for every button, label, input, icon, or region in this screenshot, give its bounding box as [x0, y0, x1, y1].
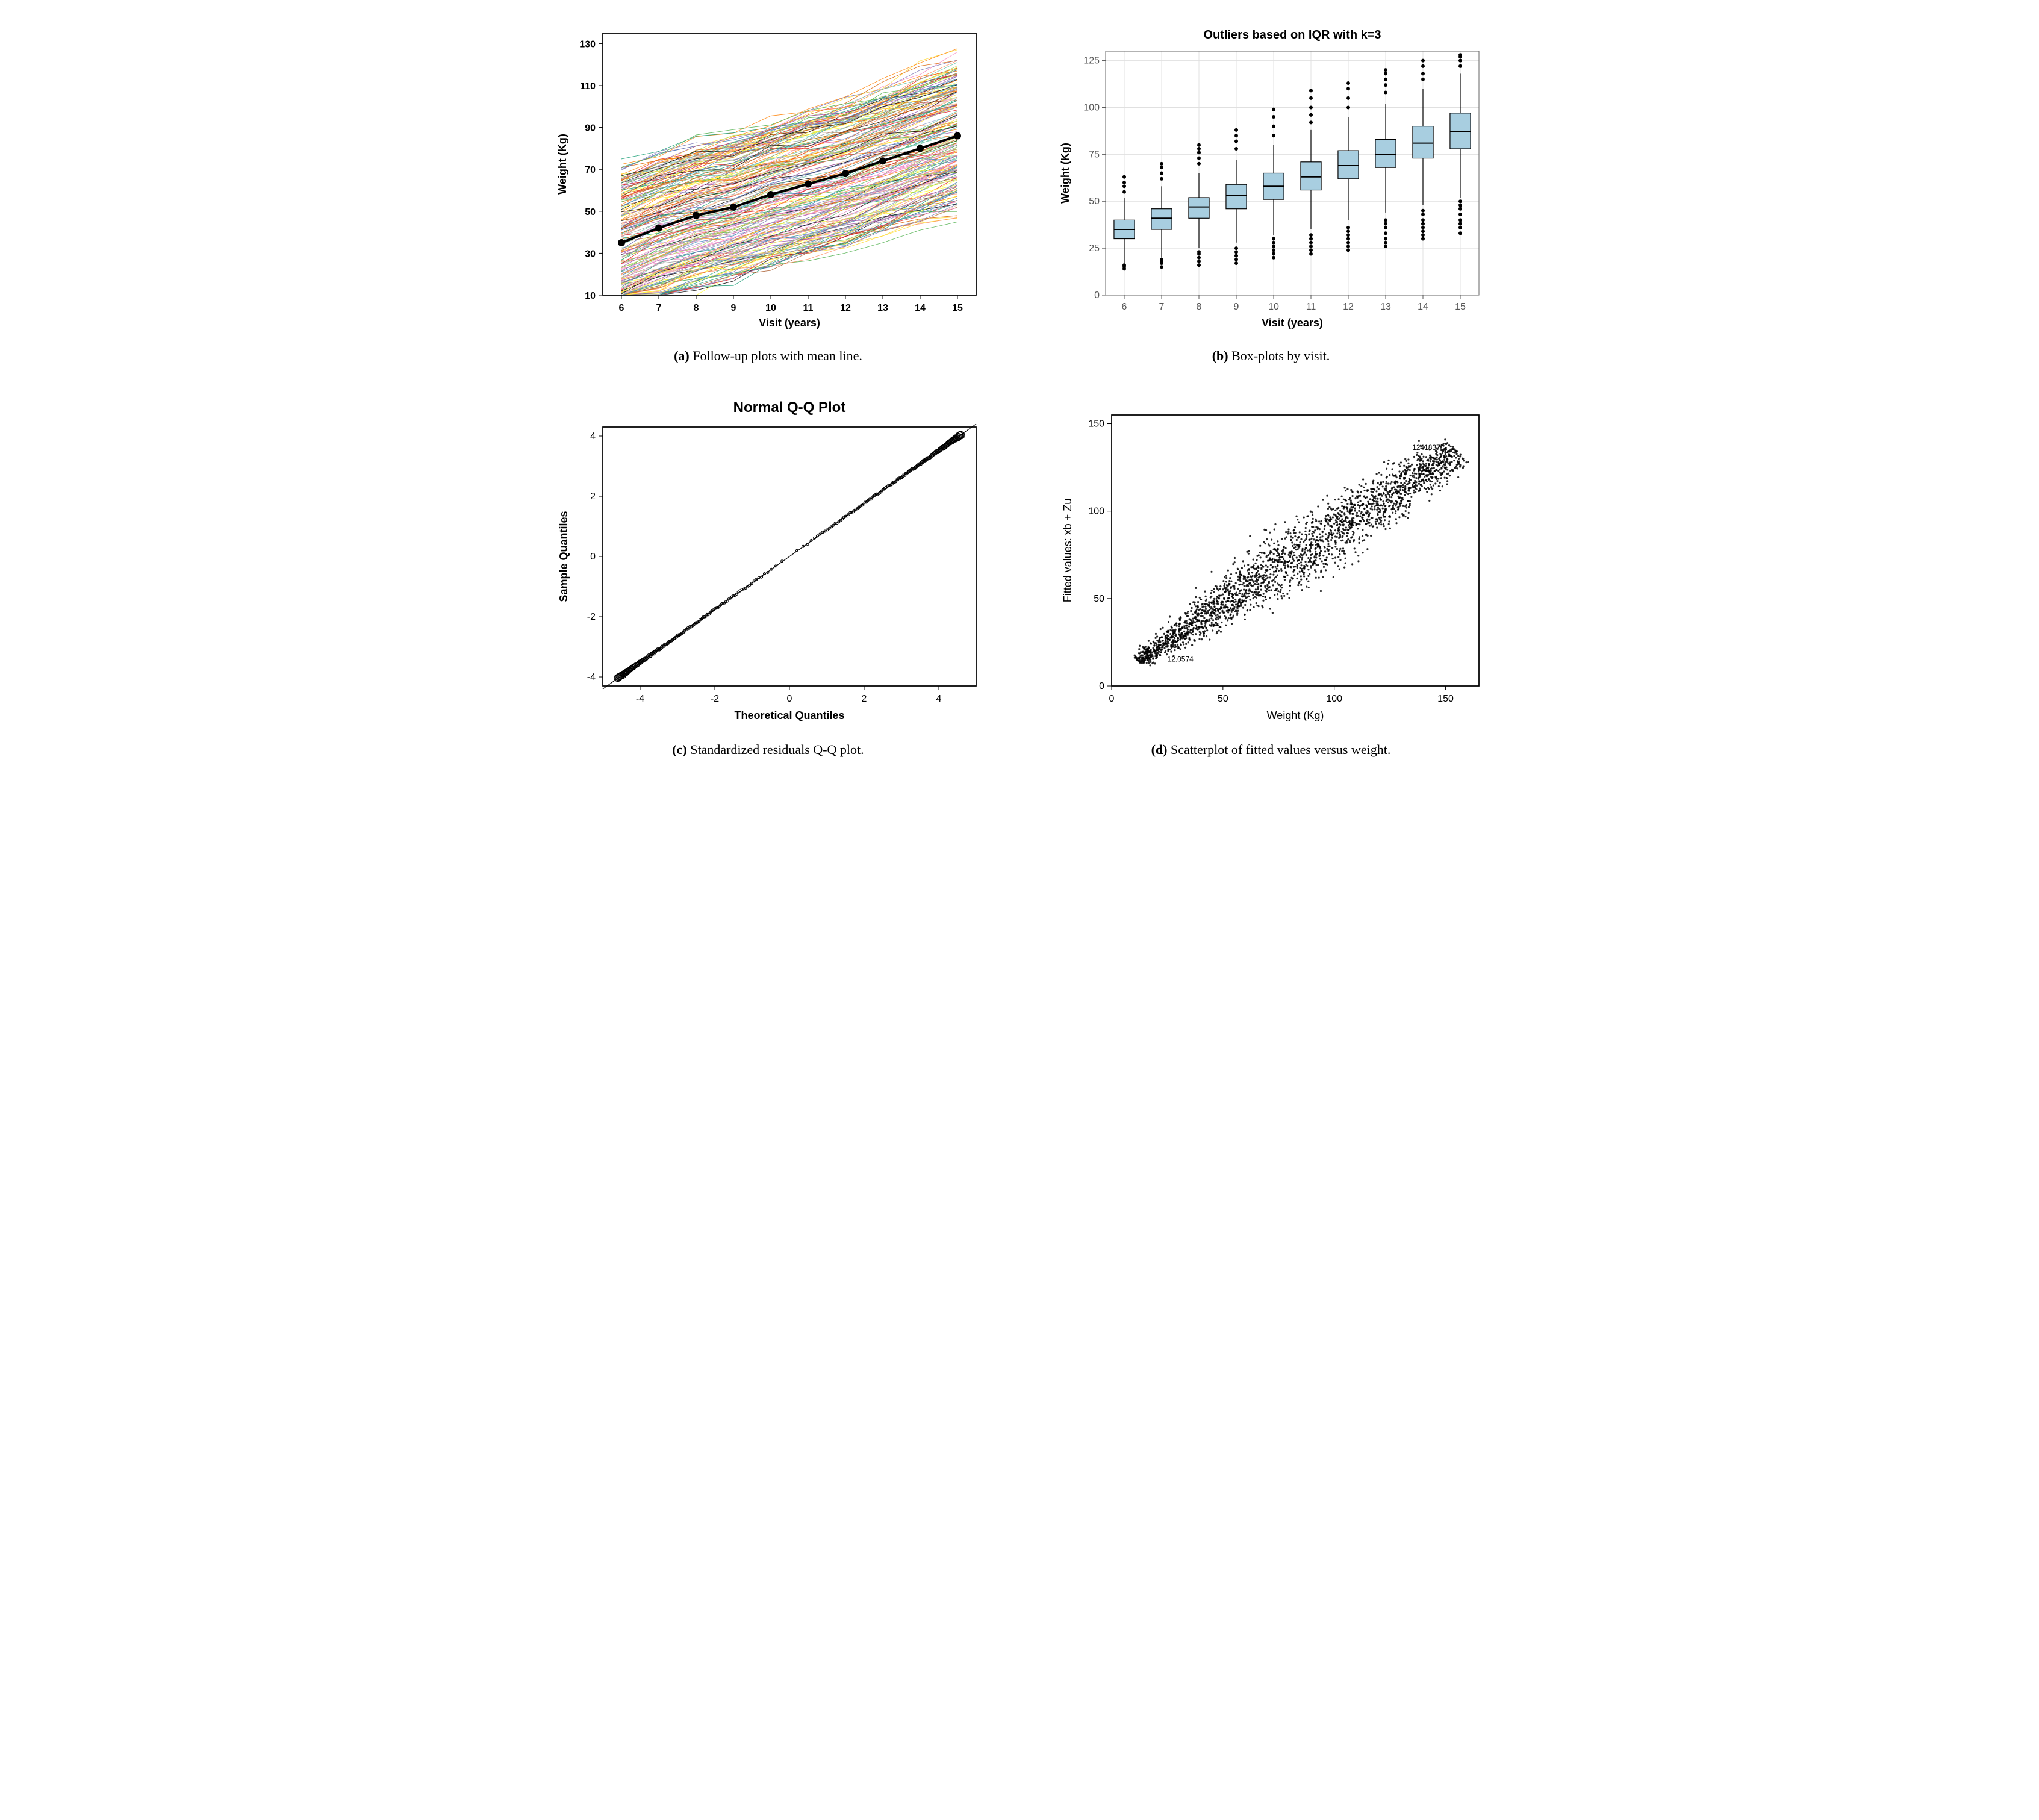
svg-text:2: 2 [861, 694, 867, 704]
svg-text:9: 9 [730, 303, 736, 313]
svg-text:Weight (Kg): Weight (Kg) [1266, 709, 1324, 721]
svg-text:7: 7 [656, 303, 661, 313]
svg-text:14: 14 [1418, 302, 1428, 312]
svg-text:150: 150 [1437, 694, 1454, 704]
svg-text:0: 0 [590, 552, 596, 562]
svg-text:6: 6 [618, 303, 624, 313]
svg-text:13: 13 [877, 303, 888, 313]
panel-b: Outliers based on IQR with k=3 6 7 8 9 10 11 12… [1041, 24, 1501, 364]
svg-text:11: 11 [1306, 302, 1316, 312]
svg-text:Sample Quantiles: Sample Quantiles [558, 511, 570, 602]
svg-text:Normal Q-Q Plot: Normal Q-Q Plot [733, 399, 845, 416]
svg-text:130: 130 [579, 39, 596, 49]
panel-b-caption: (b) Box-plots by visit. [1212, 348, 1330, 364]
svg-text:-2: -2 [587, 612, 595, 622]
svg-text:8: 8 [693, 303, 699, 313]
svg-text:75: 75 [1089, 149, 1100, 160]
svg-text:-4: -4 [587, 672, 595, 682]
svg-text:10: 10 [1268, 302, 1279, 312]
svg-text:Visit (years): Visit (years) [759, 317, 820, 329]
panel-a-caption-text: Follow-up plots with mean line. [693, 348, 862, 363]
svg-text:100: 100 [1083, 102, 1100, 113]
panel-d-chart: 1241837 12.0574 0 50 100 150 0 50 100 150 Weight (… [1054, 394, 1488, 731]
panel-b-chart: Outliers based on IQR with k=3 6 7 8 9 10 11 12… [1054, 24, 1488, 337]
svg-text:12.0574: 12.0574 [1167, 655, 1194, 663]
svg-text:0: 0 [1109, 694, 1114, 704]
svg-text:Weight (Kg): Weight (Kg) [556, 134, 568, 195]
svg-text:50: 50 [1089, 196, 1100, 207]
svg-text:-4: -4 [635, 694, 644, 704]
panel-c-chart: Normal Q-Q Plot -4 -2 0 2 4 -4 -2 0 2 4 Theoretical… [552, 394, 985, 731]
svg-text:11: 11 [803, 303, 813, 313]
svg-text:Weight (Kg): Weight (Kg) [1059, 143, 1071, 204]
svg-text:90: 90 [585, 123, 596, 134]
panel-a-caption: (a) Follow-up plots with mean line. [674, 348, 862, 364]
svg-text:25: 25 [1089, 243, 1100, 254]
panel-a-chart: 6 7 8 9 10 11 12 13 14 15 10 30 50 70 90 110 130 Visit (y… [552, 24, 985, 337]
svg-text:0: 0 [1099, 681, 1104, 691]
svg-text:8: 8 [1196, 302, 1201, 312]
svg-text:10: 10 [765, 303, 776, 313]
svg-text:10: 10 [585, 291, 596, 301]
svg-text:6: 6 [1121, 302, 1127, 312]
panel-d-caption: (d) Scatterplot of fitted values versus … [1151, 742, 1391, 758]
panel-d: 1241837 12.0574 0 50 100 150 0 50 100 150 Weight (… [1041, 394, 1501, 758]
svg-text:50: 50 [1217, 694, 1228, 704]
svg-text:Outliers based on IQR with k=3: Outliers based on IQR with k=3 [1203, 28, 1381, 42]
svg-text:30: 30 [585, 249, 596, 259]
figure-grid: 67891011121314151030507090110130Visit (y… [538, 24, 1501, 758]
svg-text:1241837: 1241837 [1412, 443, 1440, 452]
svg-text:125: 125 [1083, 56, 1100, 66]
svg-text:12: 12 [840, 303, 851, 313]
svg-text:150: 150 [1088, 419, 1104, 429]
panel-c: Normal Q-Q Plot -4 -2 0 2 4 -4 -2 0 2 4 Theoretical… [538, 394, 998, 758]
svg-text:50: 50 [1094, 594, 1104, 604]
svg-text:15: 15 [1455, 302, 1466, 312]
panel-a-tag: (a) [674, 348, 690, 363]
svg-text:-2: -2 [710, 694, 718, 704]
svg-text:Fitted values: xb + Zu: Fitted values: xb + Zu [1062, 499, 1074, 603]
svg-text:100: 100 [1088, 506, 1104, 517]
svg-text:7: 7 [1159, 302, 1164, 312]
panel-a: 6 7 8 9 10 11 12 13 14 15 10 30 50 70 90 110 130 Visit (y… [538, 24, 998, 364]
svg-text:9: 9 [1233, 302, 1239, 312]
panel-c-caption: (c) Standardized residuals Q-Q plot. [672, 742, 864, 758]
svg-text:Theoretical Quantiles: Theoretical Quantiles [734, 709, 844, 721]
svg-text:110: 110 [580, 81, 596, 92]
panel-b-tag: (b) [1212, 348, 1228, 363]
svg-text:13: 13 [1380, 302, 1391, 312]
svg-text:15: 15 [952, 303, 963, 313]
panel-d-tag: (d) [1151, 742, 1168, 757]
svg-text:14: 14 [915, 303, 926, 313]
svg-text:12: 12 [1343, 302, 1354, 312]
svg-text:100: 100 [1326, 694, 1342, 704]
panel-c-caption-text: Standardized residuals Q-Q plot. [690, 742, 864, 757]
svg-text:70: 70 [585, 165, 596, 175]
svg-text:4: 4 [590, 431, 596, 441]
svg-text:0: 0 [1094, 290, 1100, 301]
svg-text:0: 0 [786, 694, 792, 704]
panel-d-caption-text: Scatterplot of fitted values versus weig… [1171, 742, 1390, 757]
svg-text:4: 4 [936, 694, 941, 704]
panel-b-caption-text: Box-plots by visit. [1231, 348, 1330, 363]
svg-text:50: 50 [585, 207, 596, 217]
panel-c-tag: (c) [672, 742, 686, 757]
svg-text:2: 2 [590, 491, 596, 502]
svg-text:Visit (years): Visit (years) [1262, 317, 1323, 329]
